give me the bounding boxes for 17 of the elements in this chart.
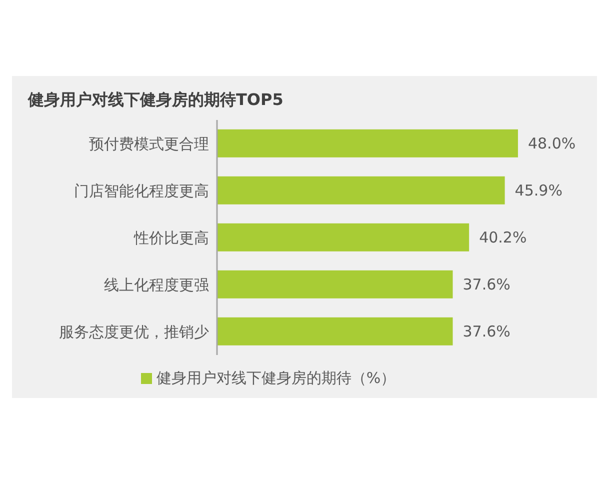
y-tick-label: 预付费模式更合理	[89, 134, 209, 153]
legend-label: 健身用户对线下健身房的期待（%）	[156, 369, 396, 387]
y-tick-label: 门店智能化程度更高	[74, 182, 209, 200]
y-tick-label: 性价比更高	[133, 228, 209, 247]
bar	[217, 129, 518, 158]
y-tick-label: 服务态度更优，推销少	[59, 322, 209, 341]
data-label: 37.6%	[462, 322, 510, 341]
data-label: 45.9%	[514, 182, 562, 200]
bar	[217, 223, 470, 252]
chart-title: 健身用户对线下健身房的期待TOP5	[26, 89, 284, 111]
bar	[217, 317, 453, 346]
data-label: 40.2%	[479, 228, 527, 247]
data-label: 48.0%	[528, 134, 576, 153]
data-label: 37.6%	[462, 276, 510, 294]
bar	[217, 270, 453, 298]
bar	[217, 176, 505, 204]
y-tick-label: 线上化程度更强	[104, 276, 209, 294]
